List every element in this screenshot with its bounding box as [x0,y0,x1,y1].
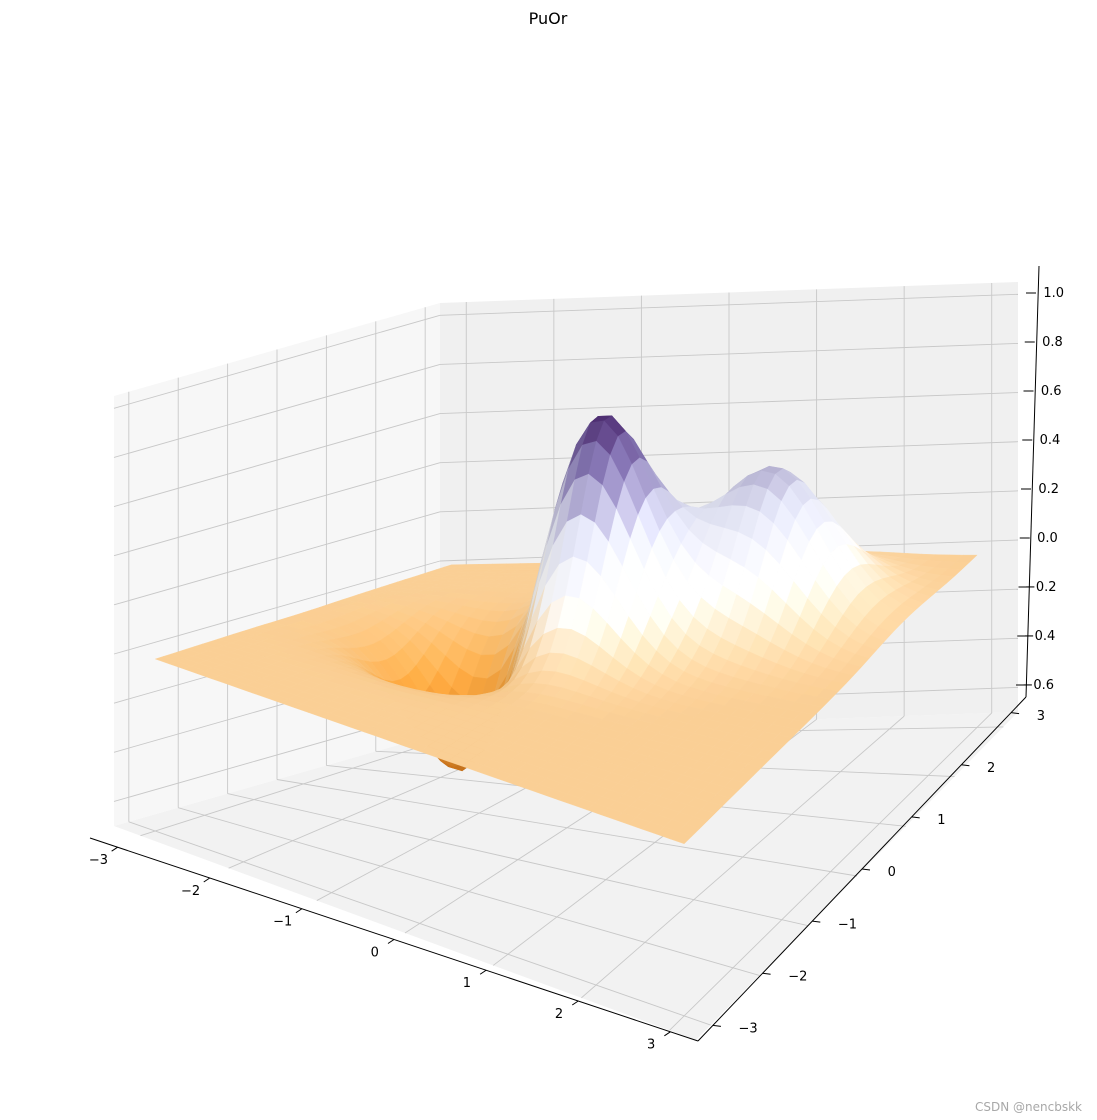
x-tick-label: −2 [181,884,200,899]
grid-line-z-leftwall [113,314,441,409]
grid-line-z-backwall [439,342,1019,365]
z-tick-label: 0.6 [1041,384,1062,399]
grid-line-z-backwall [439,293,1019,316]
y-tick-label: 0 [888,865,896,880]
grid-line-y-floor [276,779,858,877]
x-tick [295,908,303,914]
x-tick [203,877,211,883]
y-tick-label: −1 [838,917,857,932]
z-tick-label: −0.6 [1022,678,1054,693]
grid-line-z-leftwall [113,560,441,655]
surface-plot [154,415,978,845]
y-tick [1011,712,1020,715]
axis-ticks: −3 −2 −1 0 1 2 3 −3 −2 −1 0 1 2 3 −0.6 −0.4 −0.2 0.0 0.2 0.… [89,286,1064,1053]
watermark: CSDN @nencbskk [975,1100,1082,1114]
y-tick-label: −2 [788,969,807,984]
y-tick [712,1024,721,1027]
grid-line-y-floor [178,807,760,976]
y-tick-label: 2 [987,761,995,776]
x-tick-label: 2 [555,1007,563,1022]
y-tick-label: 3 [1037,709,1045,724]
chart-title: PuOr [529,9,568,28]
x-tick [664,1031,671,1037]
z-axis-line [1025,265,1040,698]
grid-line-z-leftwall [113,413,441,508]
grid-line-y-floor [227,793,809,927]
x-tick-label: 0 [371,945,379,960]
grid-line-z-leftwall [113,462,441,557]
y-tick [961,764,970,767]
grid-line-y-floor [128,821,711,1026]
z-tick-label: 0.8 [1042,335,1063,350]
z-tick-label: −0.2 [1025,580,1057,595]
z-tick-label: 0.4 [1040,433,1061,448]
x-tick-label: 3 [647,1038,655,1053]
x-tick-label: −1 [273,915,292,930]
surface-facet [669,831,693,845]
y-tick-label: −3 [739,1022,758,1037]
floor-pane [114,712,1018,1040]
x-tick [571,1000,579,1006]
y-tick [861,868,871,871]
y-tick [911,816,920,819]
x-tick-label: −3 [89,853,108,868]
z-tick-label: 0.0 [1037,531,1058,546]
z-tick-label: −0.4 [1024,629,1056,644]
y-tick-label: 1 [937,813,945,828]
grid-line-z-backwall [439,392,1019,415]
grid-line-z-leftwall [113,511,441,606]
y-tick [762,972,771,975]
z-tick-label: 1.0 [1043,286,1064,301]
grid-line-z-leftwall [113,363,441,458]
x-tick [387,939,395,944]
grid-line-z-backwall [439,441,1019,464]
z-tick-label: 0.2 [1038,482,1059,497]
x-tick [479,969,487,975]
x-tick-label: 1 [463,976,471,991]
x-tick [111,846,118,852]
y-tick [812,920,821,923]
